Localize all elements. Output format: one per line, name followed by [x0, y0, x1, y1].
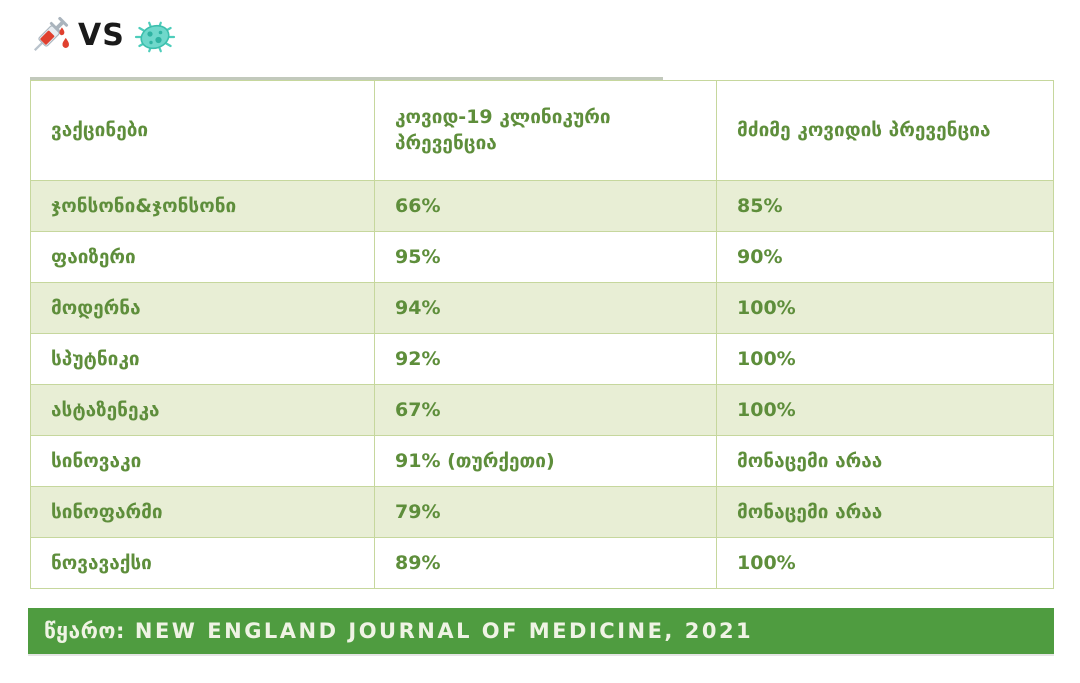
table-top-shadow: [30, 77, 663, 80]
vaccine-name-cell: სინოვაკი: [30, 435, 375, 487]
table-row: სინოფარმი 79% მონაცემი არაა: [30, 486, 1054, 538]
vaccine-name-cell: მოდერნა: [30, 282, 375, 334]
vaccine-name-cell: სპუტნიკი: [30, 333, 375, 385]
table-row: სპუტნიკი 92% 100%: [30, 333, 1054, 385]
table-row: ჯონსონი&ჯონსონი 66% 85%: [30, 180, 1054, 232]
vs-label: VS: [78, 18, 125, 53]
clinical-prevention-cell: 79%: [374, 486, 717, 538]
source-bar: წყარო: NEW ENGLAND JOURNAL OF MEDICINE, …: [28, 608, 1054, 654]
severe-prevention-cell: 100%: [716, 537, 1054, 589]
column-header-severe-prevention: მძიმე კოვიდის პრევენცია: [716, 80, 1054, 181]
severe-prevention-cell: 85%: [716, 180, 1054, 232]
severe-prevention-cell: 100%: [716, 333, 1054, 385]
clinical-prevention-cell: 67%: [374, 384, 717, 436]
severe-prevention-cell: 100%: [716, 384, 1054, 436]
vaccine-name-cell: ასტაზენეკა: [30, 384, 375, 436]
vaccine-comparison-table: ვაქცინები კოვიდ-19 კლინიკური პრევენცია მ…: [30, 80, 1054, 589]
vaccine-name-cell: ჯონსონი&ჯონსონი: [30, 180, 375, 232]
severe-prevention-cell: მონაცემი არაა: [716, 486, 1054, 538]
clinical-prevention-cell: 95%: [374, 231, 717, 283]
table-row: ნოვავაქსი 89% 100%: [30, 537, 1054, 589]
clinical-prevention-cell: 66%: [374, 180, 717, 232]
clinical-prevention-cell: 89%: [374, 537, 717, 589]
microbe-icon: [134, 21, 175, 53]
severe-prevention-cell: მონაცემი არაა: [716, 435, 1054, 487]
blood-drop-large: [62, 37, 69, 48]
table-row: ფაიზერი 95% 90%: [30, 231, 1054, 283]
vaccine-name-cell: სინოფარმი: [30, 486, 375, 538]
table-row: მოდერნა 94% 100%: [30, 282, 1054, 334]
source-text: NEW ENGLAND JOURNAL OF MEDICINE, 2021: [134, 619, 754, 643]
clinical-prevention-cell: 92%: [374, 333, 717, 385]
table-row: ასტაზენეკა 67% 100%: [30, 384, 1054, 436]
vs-header: VS: [26, 10, 179, 62]
header-row: ვაქცინები კოვიდ-19 კლინიკური პრევენცია მ…: [30, 80, 1054, 181]
blood-drop-small: [59, 27, 65, 36]
syringe-icon: [33, 16, 69, 52]
severe-prevention-cell: 90%: [716, 231, 1054, 283]
table-row: სინოვაკი 91% (თურქეთი) მონაცემი არაა: [30, 435, 1054, 487]
severe-prevention-cell: 100%: [716, 282, 1054, 334]
clinical-prevention-cell: 94%: [374, 282, 717, 334]
column-header-clinical-prevention: კოვიდ-19 კლინიკური პრევენცია: [374, 80, 717, 181]
vaccine-name-cell: ფაიზერი: [30, 231, 375, 283]
vaccine-name-cell: ნოვავაქსი: [30, 537, 375, 589]
clinical-prevention-cell: 91% (თურქეთი): [374, 435, 717, 487]
source-label: წყარო:: [44, 619, 125, 643]
column-header-vaccines: ვაქცინები: [30, 80, 375, 181]
